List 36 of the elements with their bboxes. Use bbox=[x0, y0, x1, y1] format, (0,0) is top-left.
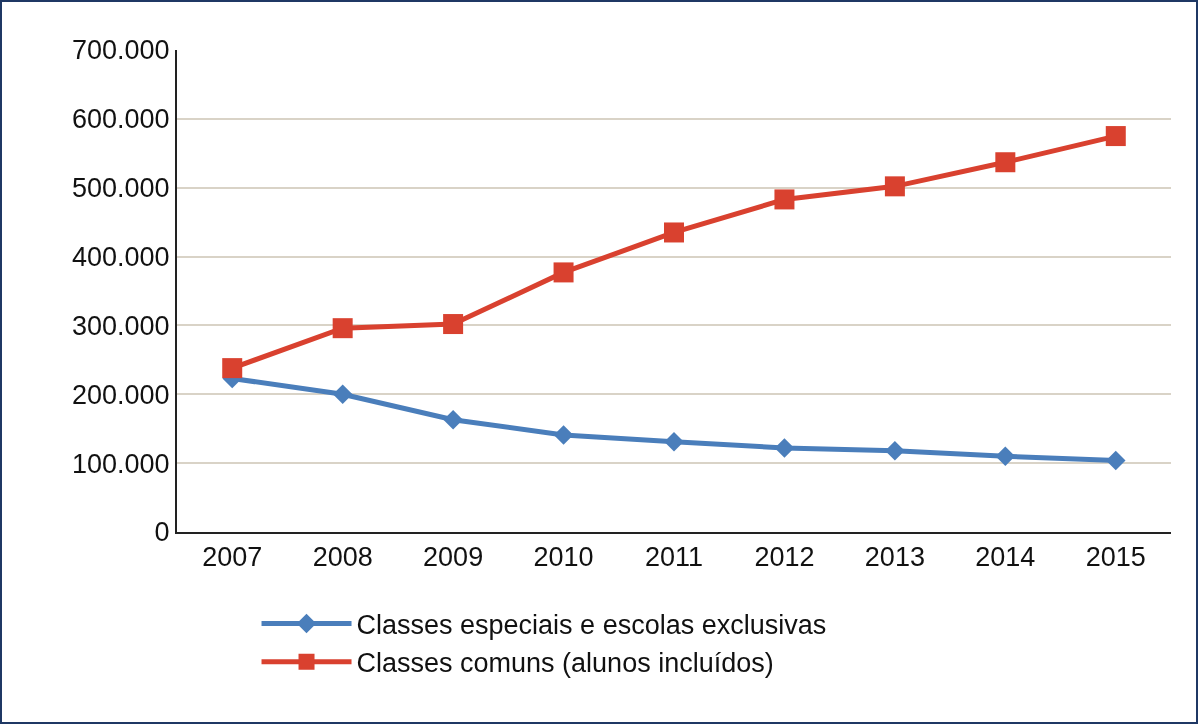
x-tick-label: 2011 bbox=[644, 542, 704, 573]
x-tick-label: 2012 bbox=[754, 542, 815, 573]
point bbox=[332, 318, 353, 339]
point bbox=[1105, 126, 1126, 147]
x-tick-label: 2009 bbox=[423, 542, 484, 573]
x-tick-label: 2013 bbox=[864, 542, 925, 573]
point bbox=[553, 262, 574, 283]
y-tick-label: 100.000 bbox=[71, 448, 170, 479]
y-tick-label: 0 bbox=[154, 517, 170, 548]
x-tick-label: 2010 bbox=[533, 542, 594, 573]
point bbox=[553, 425, 574, 445]
point bbox=[443, 314, 464, 335]
y-tick-label: 200.000 bbox=[71, 379, 170, 410]
point bbox=[332, 384, 353, 405]
point bbox=[885, 441, 905, 461]
point bbox=[774, 438, 795, 458]
y-tick-label: 500.000 bbox=[71, 173, 170, 204]
point bbox=[1106, 450, 1126, 471]
point bbox=[222, 358, 243, 379]
x-tick-label: 2007 bbox=[202, 542, 263, 573]
point bbox=[664, 432, 684, 452]
x-tick-label: 2008 bbox=[312, 542, 373, 573]
point bbox=[995, 446, 1016, 467]
y-tick-label: 700.000 bbox=[71, 35, 170, 66]
point bbox=[774, 189, 795, 210]
y-tick-label: 600.000 bbox=[71, 104, 170, 135]
point bbox=[884, 176, 905, 197]
legend-label: Classes comuns (alunos incluídos) bbox=[356, 648, 774, 679]
point bbox=[995, 152, 1016, 173]
x-tick-label: 2015 bbox=[1085, 542, 1146, 573]
y-tick-label: 400.000 bbox=[71, 242, 170, 273]
point bbox=[664, 222, 684, 243]
x-tick-label: 2014 bbox=[975, 542, 1036, 573]
y-tick-label: 300.000 bbox=[71, 310, 170, 341]
point bbox=[443, 410, 463, 430]
legend-label: Classes especiais e escolas exclusivas bbox=[356, 610, 827, 641]
